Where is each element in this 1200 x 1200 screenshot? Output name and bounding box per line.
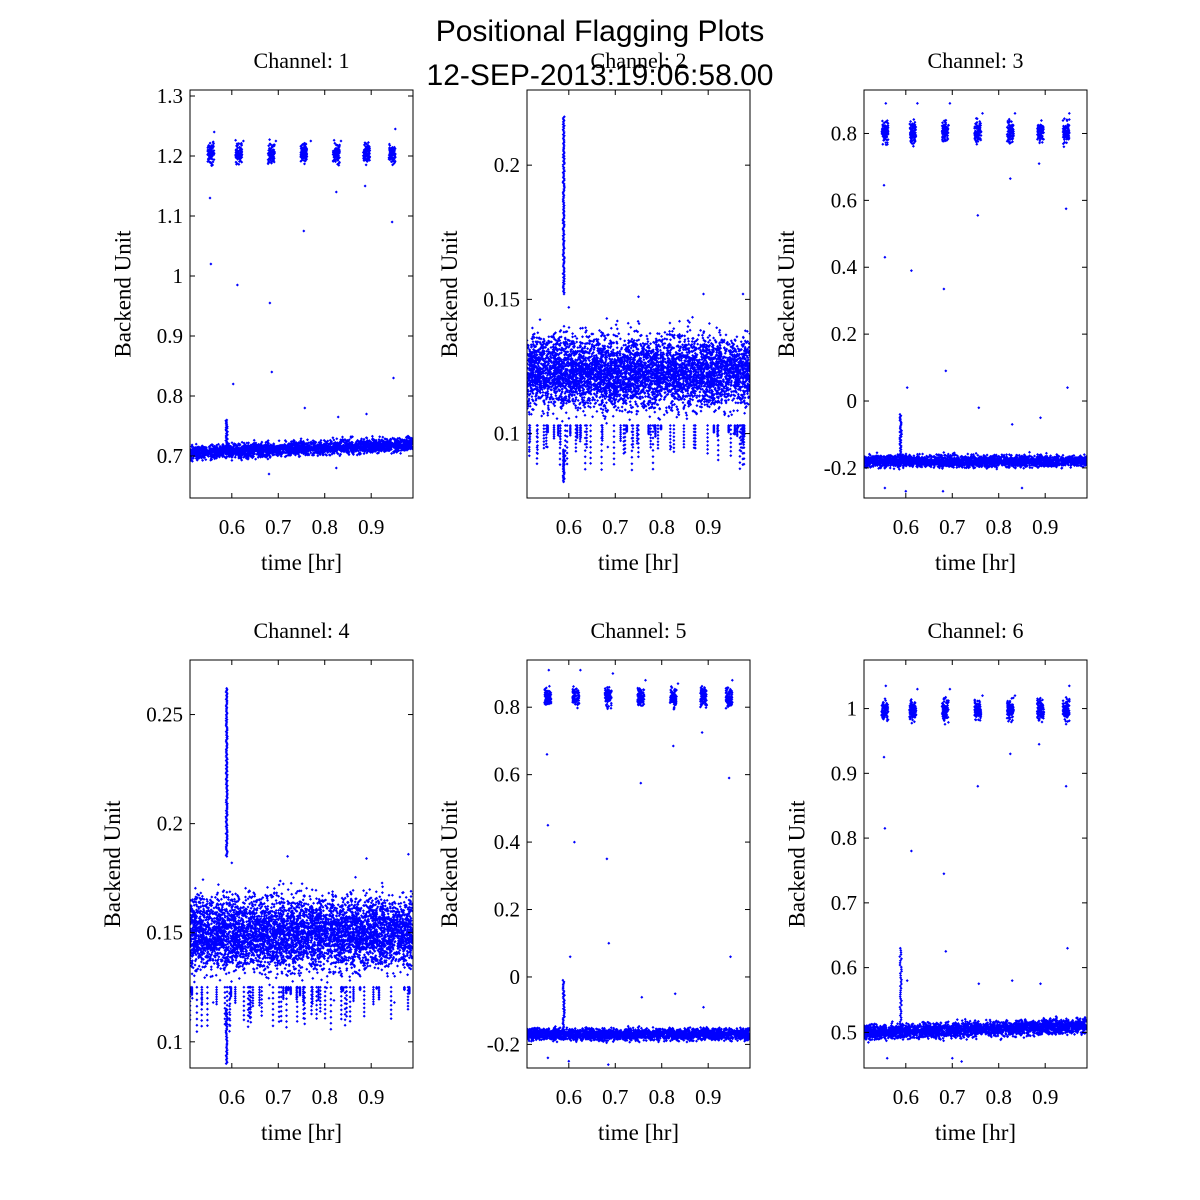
x-tick-label: 0.6	[556, 515, 582, 539]
y-tick-label: 0.9	[831, 761, 857, 785]
x-tick-label: 0.9	[1032, 515, 1058, 539]
x-tick-label: 0.7	[602, 1085, 628, 1109]
subplot-channel-2: 0.6 0.7 0.8 0.9 0.1 0.15 0.2 Channel: 2 time [hr…	[437, 48, 751, 575]
x-axis-label: time [hr]	[261, 550, 342, 575]
y-tick-label: 0.8	[831, 826, 857, 850]
x-tick-label: 0.8	[986, 515, 1012, 539]
y-tick-label: 0.6	[831, 956, 857, 980]
x-tick-label: 0.8	[312, 1085, 338, 1109]
y-tick-label: 0.2	[831, 322, 857, 346]
x-axis-label: time [hr]	[261, 1120, 342, 1145]
x-tick-label: 0.7	[602, 515, 628, 539]
x-tick-label: 0.7	[265, 515, 291, 539]
y-tick-label: 0	[847, 389, 858, 413]
y-tick-label: 0.6	[831, 188, 857, 212]
x-tick-label: 0.6	[556, 1085, 582, 1109]
y-tick-label: 0.5	[831, 1020, 857, 1044]
x-tick-label: 0.8	[986, 1085, 1012, 1109]
y-tick-label: 1.3	[157, 84, 183, 108]
plots-layer: 0.6 0.7 0.8 0.9 0.7 0.8 0.9 1 1.1 1.2 1.3 Channel: …	[100, 48, 1088, 1145]
y-tick-label: 1.2	[157, 144, 183, 168]
x-tick-label: 0.7	[939, 515, 965, 539]
y-tick-label: 0.15	[483, 287, 520, 311]
y-tick-label: 0.25	[146, 703, 183, 727]
x-tick-label: 0.6	[893, 1085, 919, 1109]
subplot-title: Channel: 4	[254, 618, 350, 643]
y-tick-label: 1	[847, 697, 858, 721]
y-tick-label: 0.4	[494, 830, 521, 854]
x-tick-label: 0.9	[1032, 1085, 1058, 1109]
scatter-points	[190, 127, 413, 476]
axes-frame	[526, 659, 751, 1069]
subplot-title: Channel: 1	[254, 48, 350, 73]
x-tick-label: 0.8	[649, 1085, 675, 1109]
x-tick-label: 0.6	[219, 1085, 245, 1109]
y-tick-label: 0.1	[494, 422, 520, 446]
subplot-channel-3: 0.6 0.7 0.8 0.9 -0.2 0 0.2 0.4 0.6 0.8 Channel: 3 t…	[774, 48, 1088, 575]
axes-frame	[526, 89, 751, 499]
x-tick-label: 0.6	[219, 515, 245, 539]
axes-frame	[189, 659, 414, 1069]
y-tick-label: 0.8	[157, 384, 183, 408]
x-tick-label: 0.6	[893, 515, 919, 539]
x-tick-label: 0.9	[695, 515, 721, 539]
x-tick-label: 0.9	[695, 1085, 721, 1109]
y-tick-label: 0.15	[146, 921, 183, 945]
y-tick-label: 1.1	[157, 204, 183, 228]
figure-title: Positional Flagging Plots	[436, 15, 765, 48]
y-tick-label: 0.4	[831, 255, 858, 279]
y-axis-label: Backend Unit	[437, 230, 462, 358]
y-tick-label: 0.7	[831, 891, 857, 915]
subplot-channel-6: 0.6 0.7 0.8 0.9 0.5 0.6 0.7 0.8 0.9 1 Channel: 6 ti…	[785, 618, 1088, 1145]
subplot-title: Channel: 5	[591, 618, 687, 643]
x-tick-label: 0.9	[358, 515, 384, 539]
y-tick-label: 0.1	[157, 1030, 183, 1054]
axes-frame	[189, 89, 414, 499]
x-axis-label: time [hr]	[935, 550, 1016, 575]
y-axis-label: Backend Unit	[437, 800, 462, 928]
figure-subtitle: 12-SEP-2013:19:06:58.00	[427, 59, 774, 92]
subplot-title: Channel: 6	[928, 618, 1024, 643]
axes-frame	[863, 659, 1088, 1069]
y-tick-label: 0.2	[494, 898, 520, 922]
subplot-channel-1: 0.6 0.7 0.8 0.9 0.7 0.8 0.9 1 1.1 1.2 1.3 Channel: …	[111, 48, 414, 575]
subplot-channel-4: 0.6 0.7 0.8 0.9 0.1 0.15 0.2 0.25 Channel: 4 time…	[100, 618, 414, 1145]
y-tick-label: 0.2	[157, 812, 183, 836]
x-tick-label: 0.7	[265, 1085, 291, 1109]
y-tick-label: 0.8	[494, 695, 520, 719]
y-tick-label: 0.6	[494, 763, 520, 787]
x-tick-label: 0.8	[649, 515, 675, 539]
subplot-title: Channel: 2	[591, 48, 687, 73]
y-axis-label: Backend Unit	[785, 800, 810, 928]
y-tick-label: -0.2	[487, 1032, 520, 1056]
x-axis-label: time [hr]	[598, 550, 679, 575]
y-tick-label: 0.2	[494, 153, 520, 177]
scatter-points	[864, 684, 1087, 1063]
y-tick-label: 0.9	[157, 324, 183, 348]
y-tick-label: 0	[510, 965, 521, 989]
subplot-channel-5: 0.6 0.7 0.8 0.9 -0.2 0 0.2 0.4 0.6 0.8 Channel: 5 t…	[437, 618, 751, 1145]
y-axis-label: Backend Unit	[774, 230, 799, 358]
scatter-points	[527, 115, 750, 484]
subplot-title: Channel: 3	[928, 48, 1024, 73]
x-axis-label: time [hr]	[935, 1120, 1016, 1145]
y-tick-label: 1	[173, 264, 184, 288]
x-tick-label: 0.8	[312, 515, 338, 539]
y-tick-label: 0.7	[157, 444, 183, 468]
y-axis-label: Backend Unit	[100, 800, 125, 928]
y-tick-label: 0.8	[831, 121, 857, 145]
scatter-points	[864, 101, 1087, 493]
x-axis-label: time [hr]	[598, 1120, 679, 1145]
x-tick-label: 0.7	[939, 1085, 965, 1109]
x-tick-label: 0.9	[358, 1085, 384, 1109]
y-tick-label: -0.2	[824, 456, 857, 480]
y-axis-label: Backend Unit	[111, 230, 136, 358]
axes-frame	[863, 89, 1088, 499]
